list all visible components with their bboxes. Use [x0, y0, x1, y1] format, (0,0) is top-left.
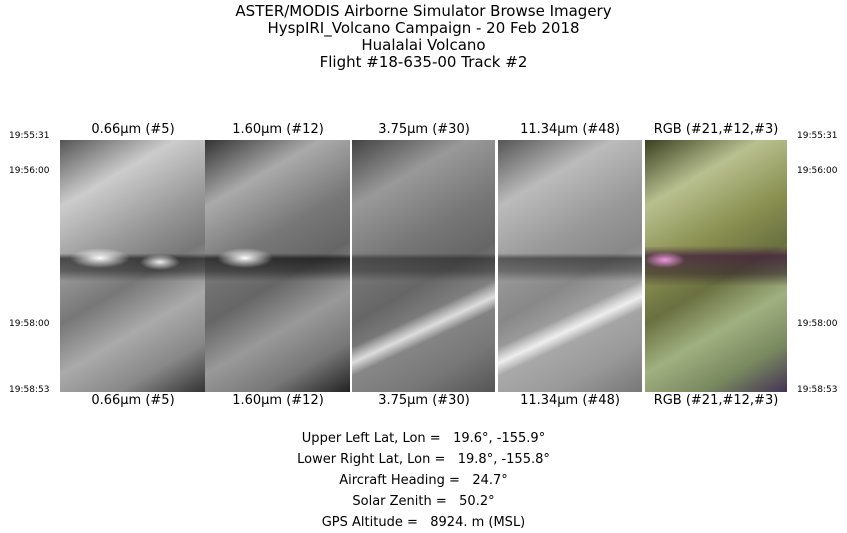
time-right-3: 19:58:00: [797, 319, 838, 329]
time-right-start: 19:55:31: [797, 131, 838, 141]
upper-left-latlon: Upper Left Lat, Lon = 19.6°, -155.9°: [301, 431, 546, 446]
panel-label-top-rgb: RGB (#21,#12,#3): [653, 122, 779, 137]
panel-label-bottom-rgb: RGB (#21,#12,#3): [653, 393, 779, 408]
image-160um: [205, 140, 350, 392]
flight-info: Upper Left Lat, Lon = 19.6°, -155.9° Low…: [0, 428, 847, 533]
image-1134um: [498, 140, 642, 392]
image-rgb: [645, 140, 787, 392]
solar-zenith: Solar Zenith = 50.2°: [352, 494, 495, 509]
image-066um: [60, 140, 205, 392]
title-line-2: HyspIRI_Volcano Campaign - 20 Feb 2018: [267, 19, 580, 37]
panel-label-top-1134: 11.34μm (#48): [520, 122, 620, 137]
page-title: ASTER/MODIS Airborne Simulator Browse Im…: [0, 3, 847, 71]
title-line-1: ASTER/MODIS Airborne Simulator Browse Im…: [235, 2, 612, 20]
title-line-3: Hualalai Volcano: [361, 36, 486, 54]
panel-label-top-066: 0.66μm (#5): [91, 122, 175, 137]
panel-label-bottom-066: 0.66μm (#5): [91, 393, 175, 408]
panel-label-bottom-1134: 11.34μm (#48): [520, 393, 620, 408]
panel-label-top-160: 1.60μm (#12): [232, 122, 324, 137]
time-right-2: 19:56:00: [797, 166, 838, 176]
panel-label-bottom-375: 3.75μm (#30): [378, 393, 470, 408]
image-375um: [352, 140, 495, 392]
lower-right-latlon: Lower Right Lat, Lon = 19.8°, -155.8°: [297, 452, 550, 467]
time-right-end: 19:58:53: [797, 385, 838, 395]
time-left-3: 19:58:00: [9, 319, 50, 329]
title-line-4: Flight #18-635-00 Track #2: [319, 53, 528, 71]
time-left-end: 19:58:53: [9, 385, 50, 395]
gps-altitude: GPS Altitude = 8924. m (MSL): [321, 515, 526, 530]
panel-label-bottom-160: 1.60μm (#12): [232, 393, 324, 408]
aircraft-heading: Aircraft Heading = 24.7°: [339, 473, 508, 488]
panel-label-top-375: 3.75μm (#30): [378, 122, 470, 137]
time-left-start: 19:55:31: [9, 131, 50, 141]
time-left-2: 19:56:00: [9, 166, 50, 176]
